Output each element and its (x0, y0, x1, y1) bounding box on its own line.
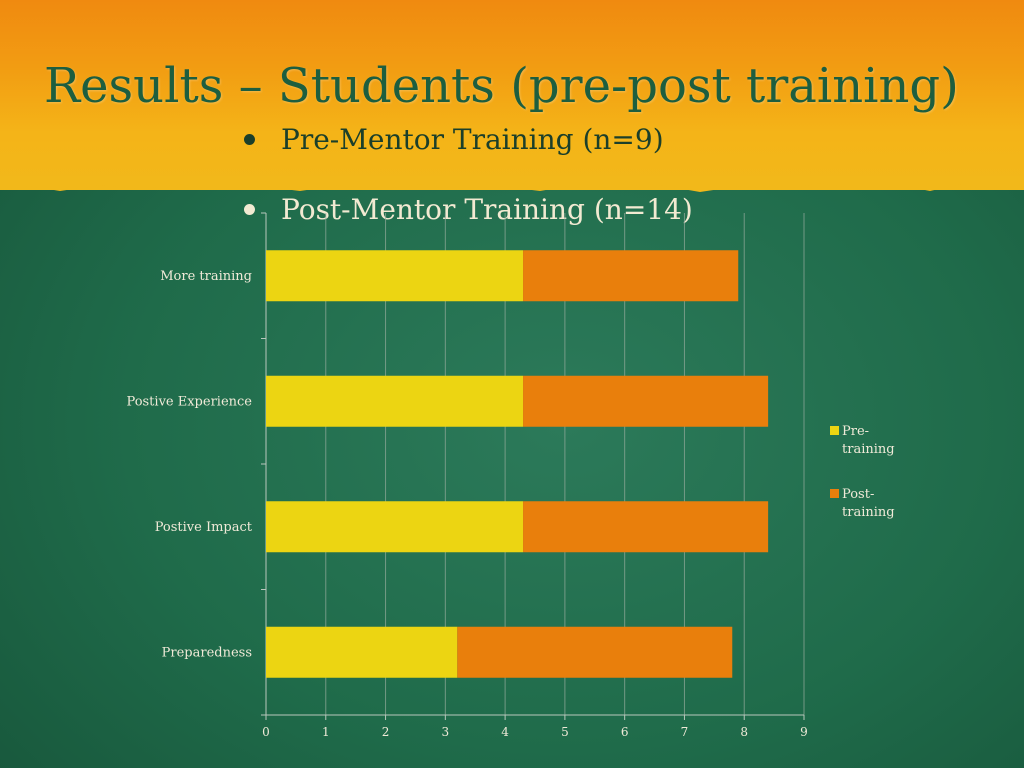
bar-post-training (457, 626, 733, 678)
header-torn-edge (0, 176, 1024, 192)
bar-pre-training (266, 250, 524, 302)
bar-pre-training (266, 626, 458, 678)
category-label: Postive Experience (126, 394, 252, 409)
x-tick-label: 9 (800, 725, 808, 739)
x-tick-label: 2 (382, 725, 390, 739)
bar-post-training (523, 250, 739, 302)
x-tick-label: 1 (322, 725, 330, 739)
bullet-text: Pre-Mentor Training (n=9) (281, 123, 664, 156)
x-tick-label: 6 (621, 725, 629, 739)
bullet-dot-icon (244, 204, 255, 215)
x-tick-label: 5 (561, 725, 569, 739)
bullet-pre-training: Pre-Mentor Training (n=9) (244, 123, 664, 156)
header-band (0, 0, 1024, 190)
x-tick-label: 0 (262, 725, 270, 739)
bullet-dot-icon (244, 134, 255, 145)
legend-label: Pre-training (842, 424, 895, 457)
bar-post-training (523, 375, 769, 427)
x-tick-label: 8 (740, 725, 748, 739)
x-tick-label: 7 (681, 725, 689, 739)
category-label: Preparedness (162, 645, 252, 660)
x-tick-label: 4 (501, 725, 509, 739)
legend-label: Post-training (842, 487, 895, 520)
legend-swatch (830, 489, 839, 498)
bar-pre-training (266, 501, 524, 553)
category-label: Postive Impact (155, 520, 253, 535)
bar-post-training (523, 501, 769, 553)
x-tick-label: 3 (442, 725, 450, 739)
bar-pre-training (266, 375, 524, 427)
page-title: Results – Students (pre-post training) (44, 58, 959, 114)
category-label: More training (160, 269, 252, 284)
legend-swatch (830, 426, 839, 435)
